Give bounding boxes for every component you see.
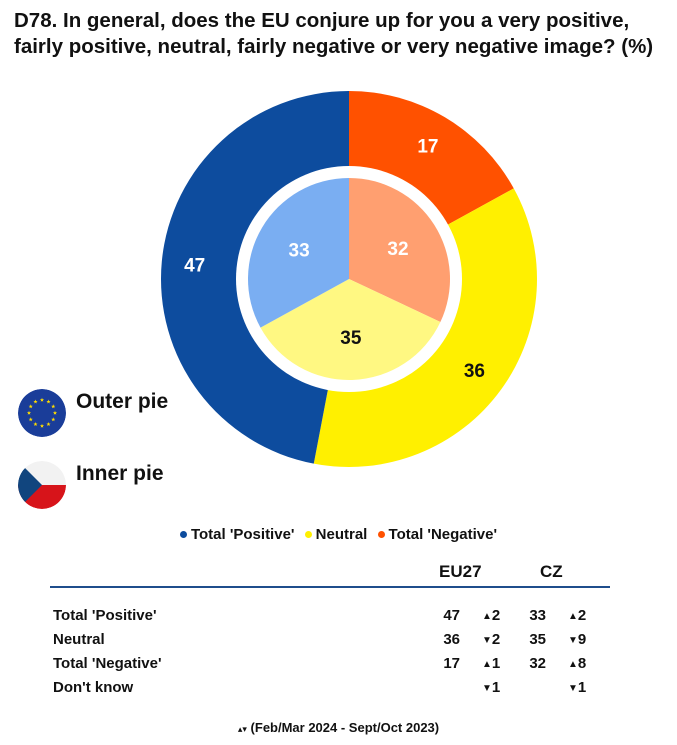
eu-star (33, 399, 38, 404)
legend: Total 'Positive' Neutral Total 'Negative… (0, 526, 677, 543)
eu27-value: 47 (443, 607, 460, 624)
legend-label: Total 'Positive' (190, 526, 295, 543)
eu-flag-icon (18, 389, 66, 437)
results-table: EU27 CZ Total 'Positive' 47 ▲2 33 ▲2 Neutral 3… (50, 560, 610, 700)
inner-pie-slice (247, 178, 349, 328)
donut-chart: 17 36 47 32 35 33 (160, 90, 537, 468)
change-arrow-icon: ▼ (482, 635, 492, 646)
outer-pie-label: Outer pie (76, 390, 169, 413)
legend-label: Total 'Negative' (388, 526, 498, 543)
table-row: Neutral 36 ▼2 35 ▼9 (50, 628, 610, 652)
change-arrow-icon: ▲ (482, 659, 492, 670)
legend-item-positive: Total 'Positive' (179, 526, 295, 543)
eu-star (39, 397, 45, 402)
eu27-value: 36 (443, 631, 460, 648)
inner-pie-slice (349, 178, 450, 323)
change-arrow-icon: ▲ (568, 611, 578, 622)
eu27-change: ▲2 (482, 607, 501, 624)
cz-value: 32 (529, 655, 546, 672)
footnote: ▴▾ (Feb/Mar 2024 - Sept/Oct 2023) (0, 720, 677, 735)
change-arrow-icon: ▼ (568, 635, 578, 646)
change-arrow-icon: ▲ (482, 611, 492, 622)
legend-item-neutral: Neutral (304, 526, 368, 543)
column-header-eu27: EU27 (439, 562, 482, 581)
footnote-text: (Feb/Mar 2024 - Sept/Oct 2023) (250, 720, 440, 735)
change-arrow-icon: ▼ (568, 683, 578, 694)
cz-change: ▼9 (568, 631, 587, 648)
eu-star (51, 404, 56, 409)
legend-label: Neutral (315, 526, 368, 543)
eu-star (28, 404, 33, 409)
row-label: Total 'Positive' (53, 607, 157, 624)
row-label: Neutral (53, 631, 105, 648)
eu27-change: ▼2 (482, 631, 501, 648)
eu-star (51, 417, 56, 422)
eu-star (52, 410, 58, 415)
cz-change: ▲8 (568, 655, 587, 672)
outer-pie-data-label: 47 (184, 255, 205, 276)
table-row: Don't know ▼1 ▼1 (50, 676, 610, 700)
eu-star (39, 423, 45, 428)
eu-star (46, 422, 51, 427)
eu-star (33, 422, 38, 427)
change-arrow-icon: ▼ (482, 683, 492, 694)
change-arrow-icon: ▲ (568, 659, 578, 670)
outer-pie-data-label: 17 (417, 137, 438, 158)
legend-dot (377, 530, 385, 538)
eu27-change: ▲1 (482, 655, 501, 672)
legend-dot (304, 530, 312, 538)
change-arrows-icon: ▴▾ (237, 724, 247, 734)
table-row: Total 'Positive' 47 ▲2 33 ▲2 (50, 604, 610, 628)
eu27-change: ▼1 (482, 679, 501, 696)
legend-item-negative: Total 'Negative' (377, 526, 498, 543)
cz-change: ▲2 (568, 607, 587, 624)
table-body: Total 'Positive' 47 ▲2 33 ▲2 Neutral 36 ▼2 35 ▼9 T… (50, 588, 610, 700)
legend-dot (179, 530, 187, 538)
eu-star (28, 417, 33, 422)
cz-change: ▼1 (568, 679, 587, 696)
cz-value: 33 (529, 607, 546, 624)
chart-title: D78. In general, does the EU conjure up … (14, 9, 654, 58)
table-row: Total 'Negative' 17 ▲1 32 ▲8 (50, 652, 610, 676)
inner-pie-label: Inner pie (76, 462, 164, 485)
row-label: Don't know (53, 679, 134, 696)
outer-pie-data-label: 36 (464, 361, 485, 382)
row-label: Total 'Negative' (53, 655, 162, 672)
column-header-cz: CZ (540, 562, 563, 581)
inner-pie-slice (260, 279, 441, 380)
eu-star (26, 410, 32, 415)
inner-pie-data-label: 35 (340, 328, 362, 349)
inner-pie-data-label: 33 (289, 240, 310, 261)
eu-star (46, 399, 51, 404)
table-header: EU27 CZ (50, 560, 610, 588)
cz-value: 35 (529, 631, 546, 648)
inner-pie-data-label: 32 (387, 239, 408, 260)
eu27-value: 17 (443, 655, 460, 672)
czech-flag-icon (18, 461, 66, 509)
